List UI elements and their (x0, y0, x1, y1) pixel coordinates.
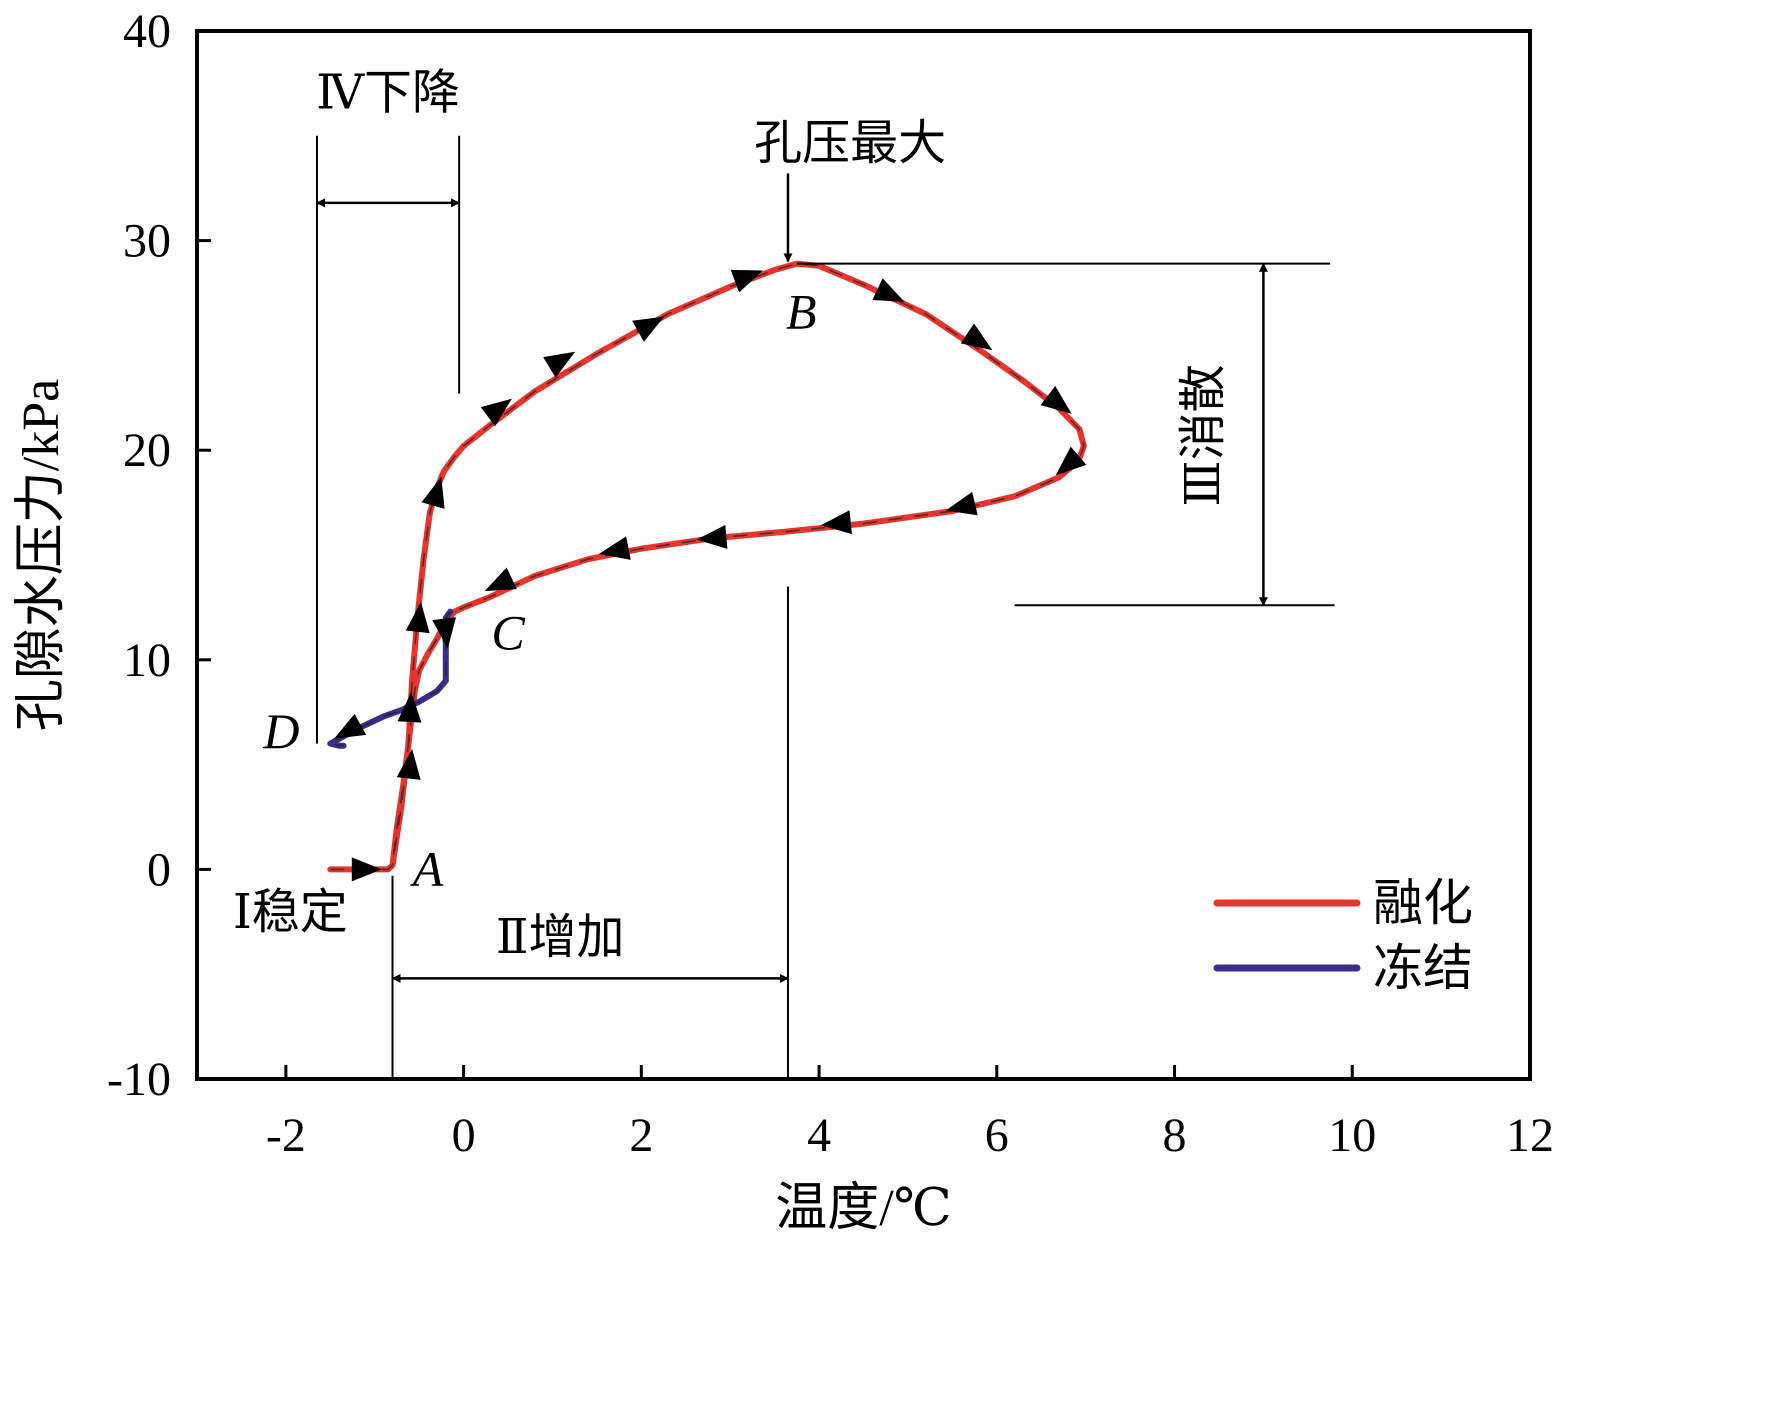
flow-arrow-3 (405, 601, 430, 634)
series-line-1 (327, 260, 1087, 873)
annotation-dissipate: Ⅲ消散 (1177, 364, 1230, 506)
x-tick-label: 4 (807, 1109, 831, 1162)
point-label-b: B (786, 284, 817, 340)
flow-arrow-12 (1055, 446, 1087, 476)
flow-arrow-13 (945, 491, 978, 516)
annotation-increase: Ⅱ增加 (496, 911, 625, 964)
annotation-max-pressure: 孔压最大 (754, 117, 946, 170)
x-tick-label: -2 (266, 1109, 306, 1162)
series-layer (327, 260, 1087, 873)
flow-arrow-19 (334, 713, 367, 739)
point-label-c: C (491, 604, 525, 660)
annotation-decrease: Ⅳ下降 (316, 67, 460, 120)
axes: -2 0 2 4 6 8 10 12 -10 0 10 20 30 40 温度/℃ 孔隙水压力/kPa (13, 5, 1554, 1237)
y-tick-label: 20 (123, 424, 171, 477)
series-dash-1 (330, 262, 1085, 871)
y-tick-label: 40 (123, 5, 171, 58)
flow-arrow-20 (397, 692, 422, 723)
flow-arrow-2 (396, 748, 421, 780)
flow-arrow-5 (480, 398, 512, 427)
y-axis-label: 孔隙水压力/kPa (13, 379, 70, 731)
x-tick-label: 8 (1163, 1109, 1187, 1162)
x-tick-label: 12 (1506, 1109, 1554, 1162)
flow-arrow-16 (598, 536, 631, 560)
x-tick-label: 2 (629, 1109, 653, 1162)
annotation-stable: Ⅰ稳定 (233, 886, 348, 939)
y-tick-label: 30 (123, 215, 171, 268)
flow-arrow-7 (632, 316, 665, 342)
legend-label-2: 冻结 (1373, 940, 1473, 996)
series-dash-2 (328, 611, 451, 747)
legend-label-1: 融化 (1373, 875, 1473, 931)
y-tick-label: -10 (107, 1053, 171, 1106)
point-label-d: D (262, 703, 299, 759)
flow-arrow-8 (730, 269, 763, 293)
x-tick-label: 10 (1328, 1109, 1376, 1162)
x-tick-label: 6 (985, 1109, 1009, 1162)
flow-arrow-11 (1040, 386, 1072, 414)
flow-arrow-6 (543, 351, 576, 378)
flow-arrow-4 (421, 476, 445, 509)
y-tick-label: 10 (123, 634, 171, 687)
flow-arrow-17 (484, 567, 517, 592)
flow-arrow-18 (432, 617, 457, 649)
flow-arrow-9 (872, 278, 905, 302)
plot-frame (195, 29, 1532, 1081)
flow-arrow-15 (696, 525, 728, 549)
flow-arrow-1 (351, 857, 382, 882)
x-axis-label: 温度/℃ (775, 1180, 952, 1237)
point-label-a: A (410, 841, 444, 897)
flow-arrow-layer (334, 269, 1087, 882)
x-tick-label: 0 (452, 1109, 476, 1162)
y-tick-label: 0 (147, 843, 171, 896)
flow-arrow-14 (820, 510, 852, 535)
flow-arrow-10 (960, 323, 993, 351)
